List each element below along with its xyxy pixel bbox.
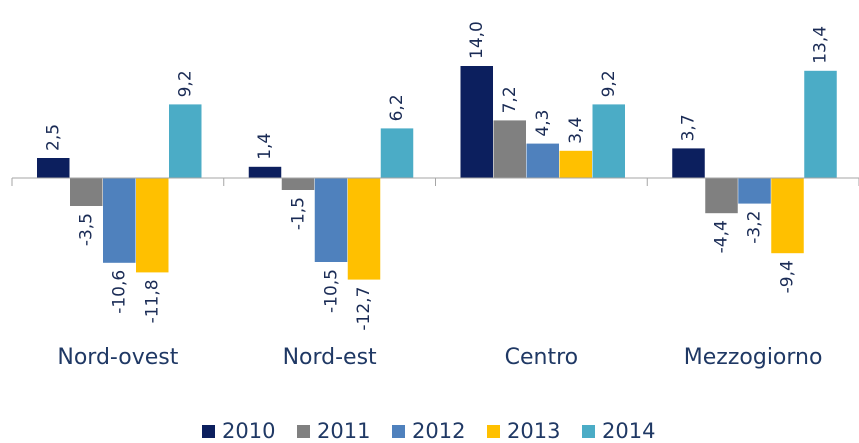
- legend-label: 2011: [317, 419, 370, 443]
- legend-swatch: [392, 425, 405, 438]
- x-tick-label: Nord-est: [283, 345, 377, 370]
- data-label: 13,4: [811, 26, 831, 64]
- x-tick-label: Mezzogiorno: [684, 345, 823, 370]
- legend-label: 2013: [507, 419, 560, 443]
- bar: [592, 104, 625, 178]
- legend-swatch: [297, 425, 310, 438]
- data-label: 3,4: [566, 117, 586, 144]
- legend-label: 2012: [412, 419, 465, 443]
- bar: [380, 128, 414, 178]
- bar: [526, 143, 559, 178]
- bar: [314, 178, 348, 262]
- data-label: 9,2: [176, 70, 196, 97]
- data-label: -9,4: [778, 260, 798, 293]
- data-label: 1,4: [255, 133, 275, 160]
- legend-swatch: [487, 425, 500, 438]
- bar: [70, 178, 103, 206]
- bar: [248, 166, 282, 178]
- bar: [169, 104, 202, 178]
- bar: [493, 120, 526, 178]
- bar: [103, 178, 136, 263]
- data-label: -10,6: [110, 270, 130, 314]
- bar: [347, 178, 381, 280]
- bar: [771, 178, 804, 254]
- bar: [281, 178, 315, 190]
- data-label: 9,2: [599, 70, 619, 97]
- x-tick-label: Nord-ovest: [57, 345, 178, 370]
- data-label: 4,3: [533, 110, 553, 137]
- data-label: 7,2: [500, 86, 520, 113]
- legend-label: 2014: [602, 419, 655, 443]
- bar: [136, 178, 169, 273]
- data-label: -1,5: [288, 197, 308, 230]
- data-label: -12,7: [354, 287, 374, 331]
- data-label: 14,0: [467, 21, 487, 59]
- data-label: 3,7: [679, 114, 699, 141]
- data-label: 6,2: [387, 94, 407, 121]
- x-tick-label: Centro: [505, 345, 579, 370]
- bar: [804, 70, 837, 178]
- bar: [559, 150, 592, 178]
- bar: [460, 66, 493, 178]
- legend-label: 2010: [222, 419, 275, 443]
- bar: [37, 158, 70, 178]
- data-label: -10,5: [321, 269, 341, 313]
- bar: [672, 148, 705, 178]
- data-label: -11,8: [143, 279, 163, 323]
- bar: [705, 178, 738, 214]
- legend-swatch: [202, 425, 215, 438]
- data-label: 2,5: [44, 124, 64, 151]
- data-label: -4,4: [712, 220, 732, 253]
- legend-swatch: [582, 425, 595, 438]
- data-label: -3,5: [77, 213, 97, 246]
- data-label: -3,2: [745, 211, 765, 244]
- bar: [738, 178, 771, 204]
